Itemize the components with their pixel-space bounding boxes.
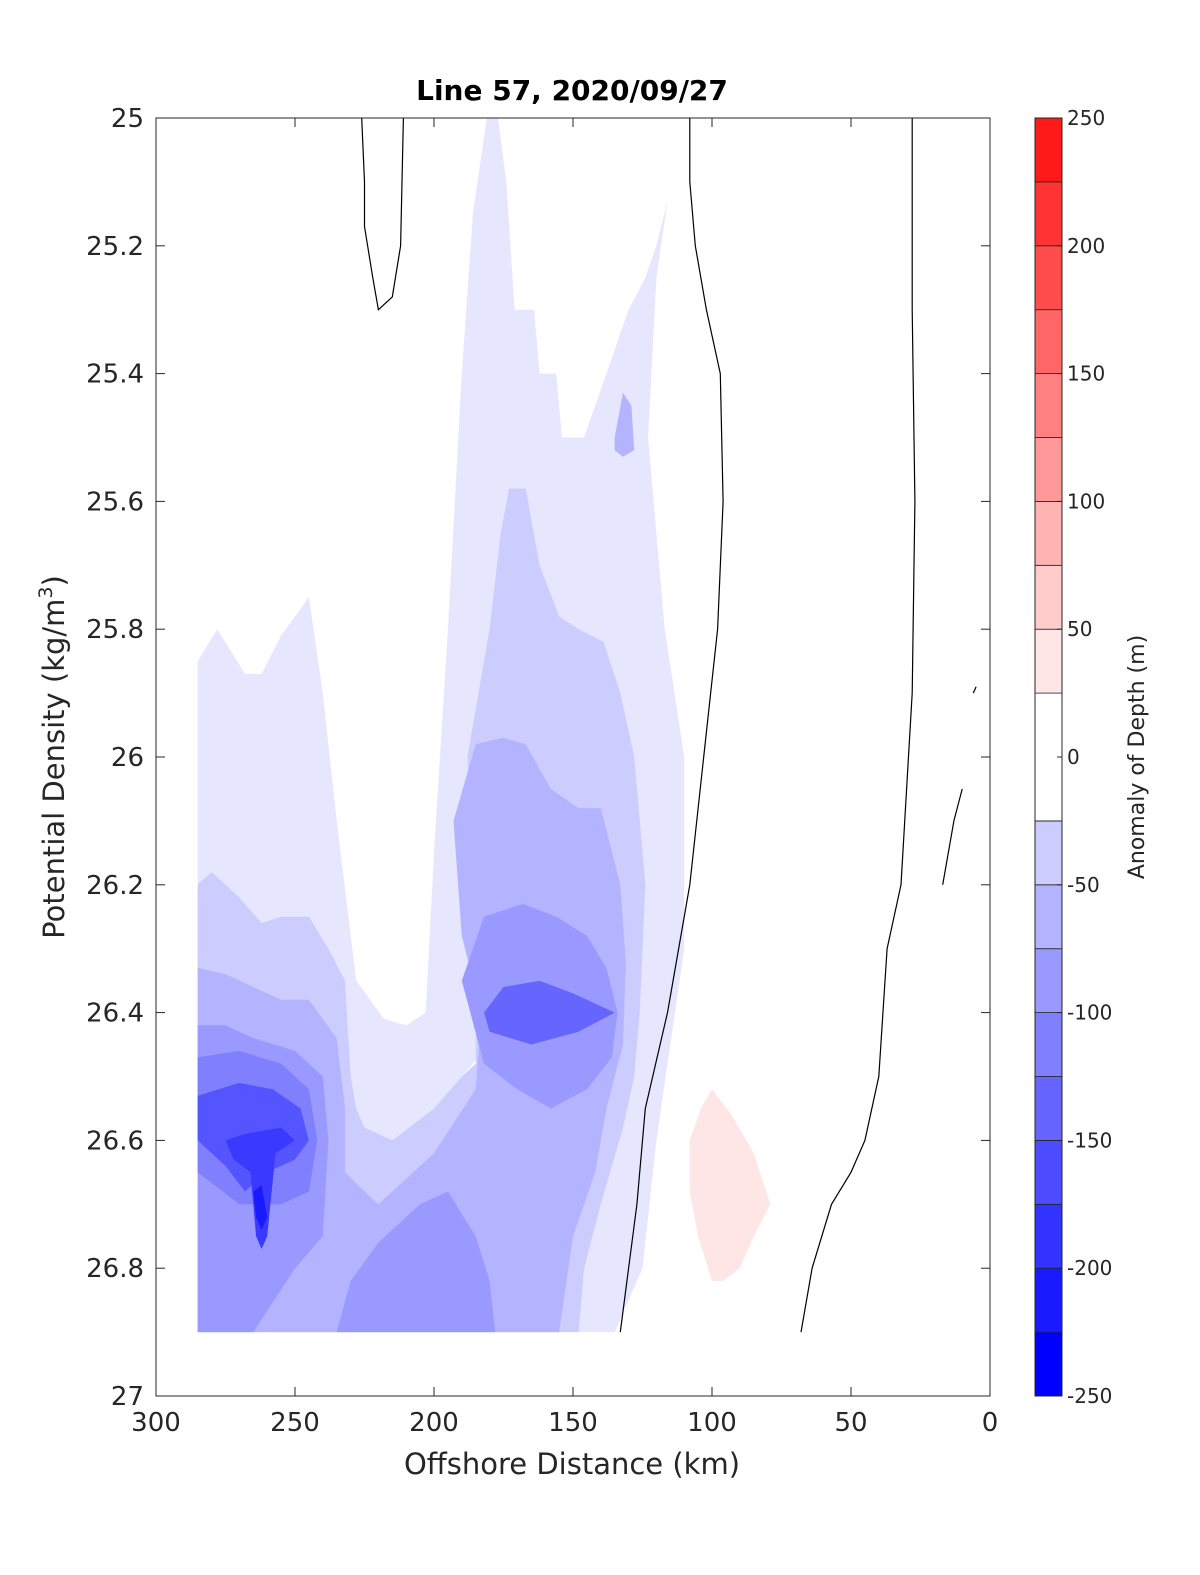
colorbar-cell bbox=[1034, 245, 1063, 311]
zero-contour-mid bbox=[619, 118, 724, 1333]
y-axis-label-main: Potential Density (kg/m bbox=[37, 599, 71, 939]
x-tick-label: 0 bbox=[982, 1408, 999, 1438]
colorbar-cell bbox=[1034, 500, 1063, 566]
colorbar-tick-label: 200 bbox=[1067, 234, 1105, 258]
colorbar-cell bbox=[1034, 373, 1063, 438]
colorbar-cell bbox=[1034, 948, 1063, 1014]
colorbar-cell bbox=[1034, 820, 1063, 886]
colorbar: 250 200 150 100 50 0 -50 -100 -150 -200 -250 Anoma… bbox=[1034, 106, 1150, 1408]
anomaly-100-to-125-south bbox=[336, 1191, 496, 1333]
y-tick-label: 27 bbox=[111, 1382, 144, 1412]
zero-contour-fragment-2 bbox=[942, 788, 963, 885]
x-axis: 300 250 200 150 100 50 0 bbox=[131, 118, 998, 1438]
colorbar-tick-label: 250 bbox=[1067, 106, 1105, 130]
colorbar-cell bbox=[1034, 309, 1063, 375]
y-tick-label: 26.4 bbox=[86, 999, 144, 1029]
y-axis-label-superscript: 3 bbox=[35, 586, 57, 598]
x-tick-label: 200 bbox=[409, 1408, 459, 1438]
zero-contour-east bbox=[800, 118, 916, 1333]
colorbar-cell bbox=[1034, 1203, 1063, 1269]
y-tick-label: 25 bbox=[111, 104, 144, 134]
colorbar-tick-label: 100 bbox=[1067, 489, 1105, 513]
colorbar-tick-label: -200 bbox=[1067, 1256, 1112, 1280]
colorbar-cell bbox=[1034, 1140, 1063, 1205]
y-tick-label: 25.2 bbox=[86, 232, 144, 262]
y-tick-label: 25.4 bbox=[86, 360, 144, 390]
colorbar-cell bbox=[1034, 1267, 1063, 1333]
y-axis: 25 25.2 25.4 25.6 25.8 26 26.2 26.4 26.6 26.8 27 bbox=[86, 104, 990, 1412]
colorbar-cell bbox=[1034, 1012, 1063, 1077]
zero-contour-layer bbox=[361, 117, 977, 1333]
colorbar-cell bbox=[1034, 884, 1063, 950]
anomaly-125-to-150-east bbox=[484, 980, 615, 1045]
y-axis-label-close: ) bbox=[37, 575, 71, 586]
colorbar-cell bbox=[1034, 1331, 1063, 1397]
colorbar-cell bbox=[1034, 564, 1063, 630]
colorbar-cell bbox=[1034, 181, 1063, 247]
y-tick-label: 26.8 bbox=[86, 1254, 144, 1284]
colorbar-tick-label: 0 bbox=[1067, 745, 1080, 769]
colorbar-tick-label: -100 bbox=[1067, 1001, 1112, 1025]
y-tick-label: 25.6 bbox=[86, 487, 144, 517]
colorbar-tick-label: -250 bbox=[1067, 1384, 1112, 1408]
colorbar-tick-label: -150 bbox=[1067, 1128, 1112, 1152]
x-tick-label: 50 bbox=[834, 1408, 867, 1438]
anomaly-200-to-225 bbox=[253, 1185, 268, 1230]
contour-fill-layer bbox=[197, 118, 771, 1333]
x-axis-label: Offshore Distance (km) bbox=[404, 1447, 740, 1481]
colorbar-cell bbox=[1034, 437, 1063, 502]
y-tick-label: 26.6 bbox=[86, 1126, 144, 1156]
x-tick-label: 150 bbox=[548, 1408, 598, 1438]
chart-title: Line 57, 2020/09/27 bbox=[416, 74, 728, 107]
colorbar-tick-label: -50 bbox=[1067, 873, 1100, 897]
colorbar-label: Anomaly of Depth (m) bbox=[1125, 635, 1150, 879]
y-tick-label: 26.2 bbox=[86, 871, 144, 901]
x-tick-label: 250 bbox=[270, 1408, 320, 1438]
anomaly-125-to-150-small bbox=[614, 392, 635, 457]
colorbar-cell bbox=[1034, 117, 1063, 183]
y-tick-label: 25.8 bbox=[86, 615, 144, 645]
colorbar-cell bbox=[1034, 1076, 1063, 1141]
colorbar-tick-label: 150 bbox=[1067, 362, 1105, 386]
plot-area: 300 250 200 150 100 50 0 2525.225.425.625.8262… bbox=[86, 104, 998, 1438]
x-tick-label: 300 bbox=[131, 1408, 181, 1438]
y-tick-label: 26 bbox=[111, 743, 144, 773]
colorbar-tick-label: 50 bbox=[1067, 617, 1092, 641]
colorbar-cells bbox=[1034, 117, 1063, 1397]
colorbar-ticks: 250 200 150 100 50 0 -50 -100 -150 -200 -250 bbox=[1057, 106, 1112, 1408]
anomaly-pos-25-to-50 bbox=[689, 1089, 771, 1281]
colorbar-cell bbox=[1034, 628, 1063, 694]
zero-contour-fragment-1 bbox=[972, 686, 977, 694]
zero-contour-north bbox=[361, 117, 404, 311]
x-tick-label: 100 bbox=[687, 1408, 737, 1438]
y-axis-label: Potential Density (kg/m3) bbox=[35, 575, 71, 939]
